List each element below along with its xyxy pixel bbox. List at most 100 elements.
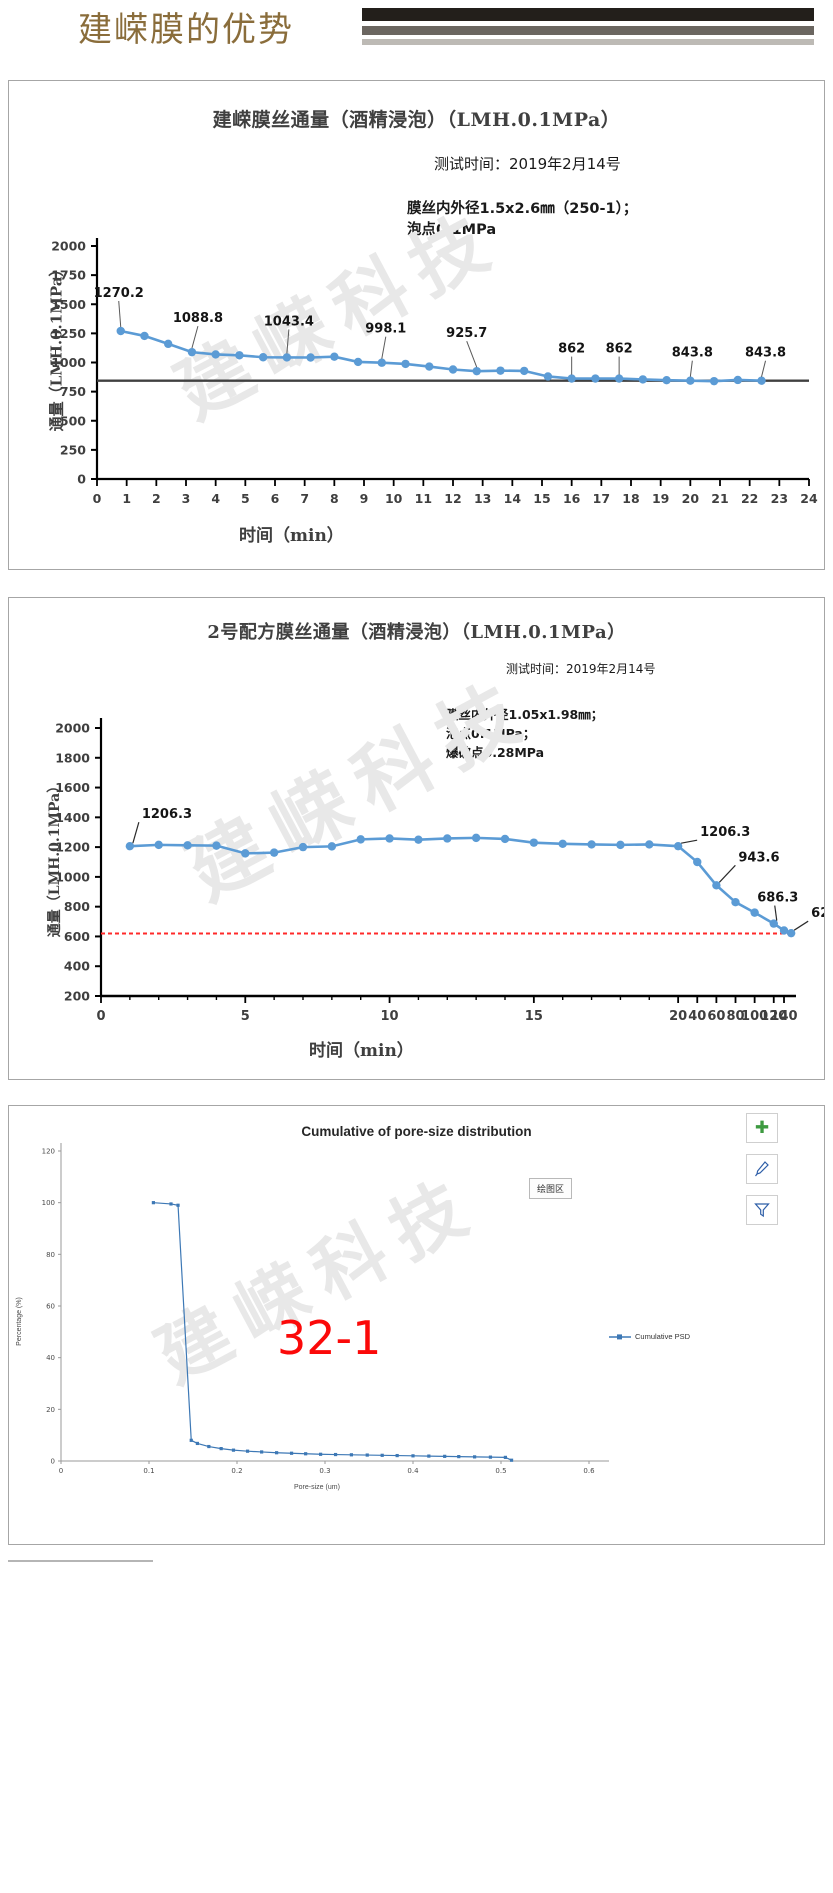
chart-1-data-label: 862 <box>606 342 633 357</box>
chart-1-x-tick-label: 10 <box>385 491 403 506</box>
chart-1-data-point <box>377 358 386 367</box>
chart-2-spec-line-1: 膜丝内外径1.05x1.98㎜； <box>446 707 604 722</box>
chart-2-data-point <box>769 919 778 928</box>
chart-1-x-tick-label: 19 <box>652 491 669 506</box>
chart-2-x-tick-label: 10 <box>381 1009 399 1024</box>
chart-2-data-label: 943.6 <box>738 850 779 865</box>
decor-bar-mid <box>362 26 814 35</box>
chart-2-date-note: 测试时间：2019年2月14号 <box>506 662 656 676</box>
chart-3-data-point <box>151 1201 155 1205</box>
chart-2-x-tick-label: 20 <box>669 1009 687 1024</box>
chart-2-data-point <box>731 898 740 907</box>
chart-3-data-point <box>231 1448 236 1452</box>
chart-panel-1: 建嵘膜丝通量（酒精浸泡）（LMH.0.1MPa） 测试时间：2019年2月14号… <box>8 80 825 570</box>
chart-1-x-tick-label: 4 <box>211 491 220 506</box>
chart-2-title: 2号配方膜丝通量（酒精浸泡）（LMH.0.1MPa） <box>207 622 626 643</box>
chart-1-data-label: 1270.2 <box>94 286 144 301</box>
chart-2-x-tick-label: 40 <box>688 1009 706 1024</box>
chart-1-data-point <box>258 353 268 362</box>
chart-2-x-tick-label: 15 <box>525 1009 543 1024</box>
chart-3-data-point <box>289 1451 294 1455</box>
chart-1-x-tick-label: 5 <box>241 491 250 506</box>
chart-2-label-arrow <box>793 920 809 931</box>
chart-3-y-tick-label: 80 <box>46 1251 55 1259</box>
brush-icon-glyph <box>755 1161 769 1177</box>
chart-2-x-tick-label: 0 <box>96 1009 105 1024</box>
chart-1-data-point <box>353 357 363 367</box>
chart-3-data-point <box>176 1203 180 1207</box>
chart-2-label-arrow <box>718 864 736 883</box>
chart-1-x-tick-label: 9 <box>360 491 369 506</box>
chart-2-data-point <box>183 841 192 850</box>
filter-icon[interactable] <box>746 1195 778 1225</box>
chart-2-data-point <box>529 838 539 847</box>
chart-2-spec-note: 膜丝内外径1.05x1.98㎜； 泡点0.1MPa； 爆破点0.28MPa <box>446 706 603 762</box>
chart-3-y-tick-label: 40 <box>46 1354 55 1362</box>
chart-1-x-tick-label: 14 <box>504 491 522 506</box>
chart-1-x-tick-label: 20 <box>682 491 700 506</box>
chart-2-data-point <box>327 842 337 851</box>
chart-2-y-tick-label: 800 <box>64 899 90 914</box>
chart-2-x-tick-label: 120 <box>760 1009 787 1024</box>
chart-3-x-tick-label: 0.5 <box>495 1467 506 1475</box>
chart-3-data-point <box>333 1452 338 1457</box>
chart-1-data-point <box>591 374 600 383</box>
chart-3-data-point <box>349 1453 353 1457</box>
chart-2-x-tick-label: 5 <box>241 1009 250 1024</box>
chart-1-date-note: 测试时间：2019年2月14号 <box>434 155 621 173</box>
chart-1-x-tick-label: 18 <box>622 491 639 506</box>
chart-3-data-point <box>245 1449 250 1453</box>
chart-3-y-tick-label: 120 <box>42 1148 55 1156</box>
chart-1-x-tick-label: 2 <box>152 491 161 506</box>
brush-icon[interactable] <box>746 1154 778 1184</box>
chart-1-data-label: 862 <box>558 342 585 357</box>
chart-3-data-point <box>219 1447 223 1451</box>
plot-area-label: 绘图区 <box>529 1178 573 1199</box>
decor-bar-dark <box>362 8 814 21</box>
chart-1-data-point <box>733 375 742 385</box>
chart-3-y-tick-label: 0 <box>51 1458 55 1466</box>
chart-1-data-point <box>330 352 339 361</box>
chart-3-x-tick-label: 0 <box>59 1467 63 1475</box>
chart-3-data-point <box>365 1453 369 1457</box>
chart-2-y-tick-label: 1400 <box>55 810 90 825</box>
chart-2-data-point <box>269 848 279 857</box>
chart-2-data-label: 1206.3 <box>142 807 192 822</box>
chart-2-x-tick-label: 140 <box>770 1009 797 1024</box>
chart-1-spec-note: 膜丝内外径1.5x2.6㎜（250-1）； 泡点0.1MPa <box>407 199 637 241</box>
chart-1-x-tick-label: 3 <box>182 491 191 506</box>
chart-1-data-point <box>686 376 695 385</box>
legend-swatch <box>609 1333 631 1339</box>
chart-1-label-leader <box>689 360 693 377</box>
footer-divider <box>8 1560 153 1562</box>
chart-1-x-tick-label: 15 <box>533 491 550 506</box>
chart-2-spec-line-3: 爆破点0.28MPa <box>446 744 545 760</box>
chart-1-x-tick-label: 1 <box>122 491 131 506</box>
chart-2-y-tick-label: 1000 <box>55 869 90 884</box>
chart-1-data-point <box>425 362 434 371</box>
chart-1-data-point <box>164 339 173 349</box>
add-icon[interactable]: ✚ <box>746 1113 778 1143</box>
chart-2-spec-line-2: 泡点0.1MPa； <box>446 725 536 741</box>
chart-2-data-point <box>693 857 702 867</box>
chart-3-overlay-text: 32-1 <box>277 1311 382 1365</box>
chart-1-y-tick-label: 750 <box>60 384 86 399</box>
chart-1-x-tick-label: 12 <box>444 491 461 506</box>
chart-2-data-point <box>786 928 796 938</box>
chart-3-data-point <box>473 1455 477 1459</box>
chart-1-data-point <box>235 351 244 360</box>
chart-3-data-point <box>275 1451 279 1455</box>
chart-2-data-point <box>779 926 789 935</box>
chart-2-data-point <box>471 833 481 843</box>
chart-3-series-line <box>153 1202 512 1461</box>
chart-3-title: Cumulative of pore-size distribution <box>301 1124 532 1139</box>
chart-1-y-tick-label: 0 <box>77 472 86 487</box>
chart-1-x-tick-label: 24 <box>800 491 818 506</box>
chart-2-data-point <box>443 834 452 843</box>
chart-2-y-tick-label: 1800 <box>55 750 90 765</box>
chart-2-label-arrow <box>132 822 140 844</box>
chart-3-plot: 0 20 40 60 80 100 120 0 0.1 0.2 0.3 0.4 0.5 0.6 <box>42 1143 609 1475</box>
chart-1-label-leader <box>381 336 387 359</box>
chart-3-x-tick-label: 0.2 <box>231 1467 242 1475</box>
